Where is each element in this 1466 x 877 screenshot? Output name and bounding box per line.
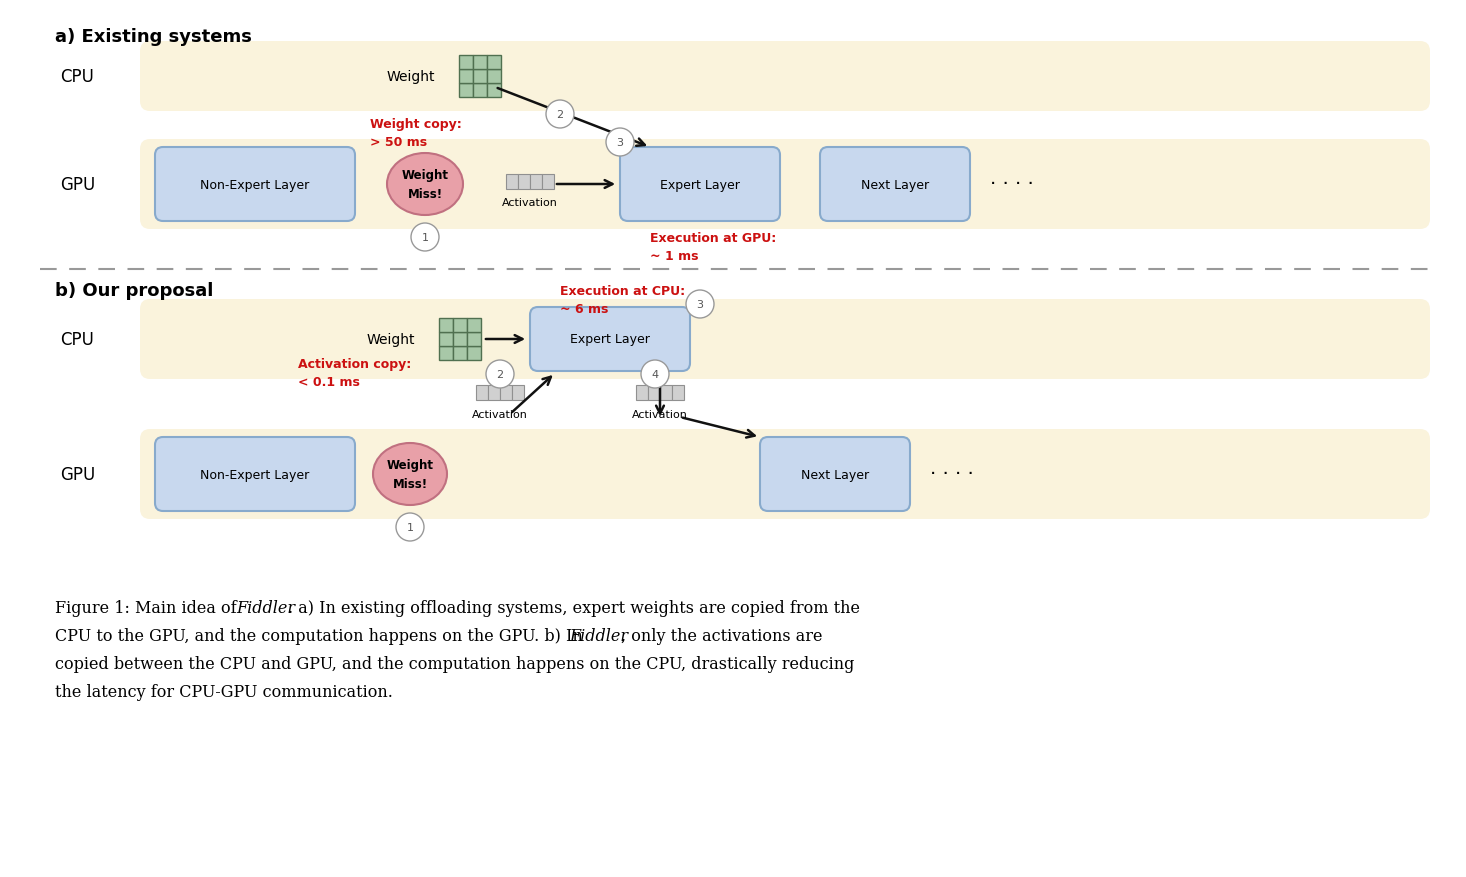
Text: Fiddler: Fiddler <box>569 627 627 645</box>
Circle shape <box>641 360 668 389</box>
Text: GPU: GPU <box>60 466 95 483</box>
Bar <box>487 84 501 98</box>
Text: 3: 3 <box>696 300 704 310</box>
Text: a) Existing systems: a) Existing systems <box>56 28 252 46</box>
Bar <box>500 385 512 400</box>
Text: CPU: CPU <box>60 68 94 86</box>
Text: CPU: CPU <box>60 331 94 348</box>
Bar <box>512 385 523 400</box>
FancyBboxPatch shape <box>139 300 1429 380</box>
Text: Miss!: Miss! <box>408 189 443 201</box>
Circle shape <box>605 129 633 157</box>
Text: 2: 2 <box>557 110 563 120</box>
Text: · · · ·: · · · · <box>990 175 1034 195</box>
FancyBboxPatch shape <box>139 42 1429 112</box>
Bar <box>468 318 481 332</box>
Bar <box>506 175 517 189</box>
Bar <box>438 346 453 360</box>
Text: 1: 1 <box>406 523 413 532</box>
Text: > 50 ms: > 50 ms <box>369 136 427 149</box>
Bar <box>636 385 648 400</box>
Text: Weight: Weight <box>402 168 449 182</box>
Bar <box>487 70 501 84</box>
Text: Execution at GPU:: Execution at GPU: <box>649 232 777 245</box>
Bar <box>453 346 468 360</box>
Text: CPU to the GPU, and the computation happens on the GPU. b) In: CPU to the GPU, and the computation happ… <box>56 627 588 645</box>
Text: 1: 1 <box>422 232 428 243</box>
Text: Weight: Weight <box>387 458 434 471</box>
Bar <box>517 175 531 189</box>
Text: the latency for CPU-GPU communication.: the latency for CPU-GPU communication. <box>56 683 393 700</box>
FancyBboxPatch shape <box>155 438 355 511</box>
Text: GPU: GPU <box>60 175 95 194</box>
Bar <box>474 70 487 84</box>
Text: Activation: Activation <box>472 410 528 419</box>
Bar <box>438 332 453 346</box>
Bar <box>542 175 554 189</box>
FancyBboxPatch shape <box>139 139 1429 230</box>
FancyBboxPatch shape <box>155 148 355 222</box>
Circle shape <box>545 101 575 129</box>
Bar <box>648 385 660 400</box>
Text: ~ 1 ms: ~ 1 ms <box>649 250 698 263</box>
Bar <box>474 56 487 70</box>
Ellipse shape <box>372 444 447 505</box>
Text: ~ 6 ms: ~ 6 ms <box>560 303 608 316</box>
Text: copied between the CPU and GPU, and the computation happens on the CPU, drastica: copied between the CPU and GPU, and the … <box>56 655 855 673</box>
Text: Activation copy:: Activation copy: <box>298 358 412 371</box>
Text: Fiddler: Fiddler <box>236 599 295 617</box>
Ellipse shape <box>387 153 463 216</box>
Bar <box>459 84 474 98</box>
Bar <box>453 318 468 332</box>
Bar <box>671 385 685 400</box>
Text: b) Our proposal: b) Our proposal <box>56 282 214 300</box>
Circle shape <box>686 290 714 318</box>
Bar <box>459 70 474 84</box>
Text: Activation: Activation <box>501 198 559 208</box>
FancyBboxPatch shape <box>819 148 970 222</box>
Text: Weight: Weight <box>366 332 415 346</box>
FancyBboxPatch shape <box>531 308 690 372</box>
Bar <box>660 385 671 400</box>
Text: . a) In existing offloading systems, expert weights are copied from the: . a) In existing offloading systems, exp… <box>287 599 861 617</box>
Bar <box>487 56 501 70</box>
Text: < 0.1 ms: < 0.1 ms <box>298 375 359 389</box>
Bar <box>488 385 500 400</box>
Bar <box>468 332 481 346</box>
Text: Expert Layer: Expert Layer <box>570 333 649 346</box>
Text: Next Layer: Next Layer <box>800 468 869 481</box>
Text: Non-Expert Layer: Non-Expert Layer <box>201 468 309 481</box>
Text: · · · ·: · · · · <box>929 465 973 484</box>
Text: Activation: Activation <box>632 410 688 419</box>
Bar <box>476 385 488 400</box>
Text: Figure 1: Main idea of: Figure 1: Main idea of <box>56 599 242 617</box>
Circle shape <box>487 360 515 389</box>
Circle shape <box>410 224 438 252</box>
Text: Next Layer: Next Layer <box>861 178 929 191</box>
Text: Non-Expert Layer: Non-Expert Layer <box>201 178 309 191</box>
Text: Miss!: Miss! <box>393 478 428 491</box>
Bar <box>474 84 487 98</box>
Text: 3: 3 <box>617 138 623 148</box>
Bar <box>468 346 481 360</box>
FancyBboxPatch shape <box>139 430 1429 519</box>
Bar <box>531 175 542 189</box>
FancyBboxPatch shape <box>620 148 780 222</box>
Text: Weight: Weight <box>387 70 435 84</box>
Bar <box>438 318 453 332</box>
Text: Execution at CPU:: Execution at CPU: <box>560 285 685 297</box>
Text: , only the activations are: , only the activations are <box>622 627 822 645</box>
Text: 4: 4 <box>651 369 658 380</box>
Text: Weight copy:: Weight copy: <box>369 118 462 131</box>
Circle shape <box>396 513 424 541</box>
Text: 2: 2 <box>497 369 503 380</box>
Text: Expert Layer: Expert Layer <box>660 178 740 191</box>
Bar <box>459 56 474 70</box>
FancyBboxPatch shape <box>759 438 910 511</box>
Bar <box>453 332 468 346</box>
